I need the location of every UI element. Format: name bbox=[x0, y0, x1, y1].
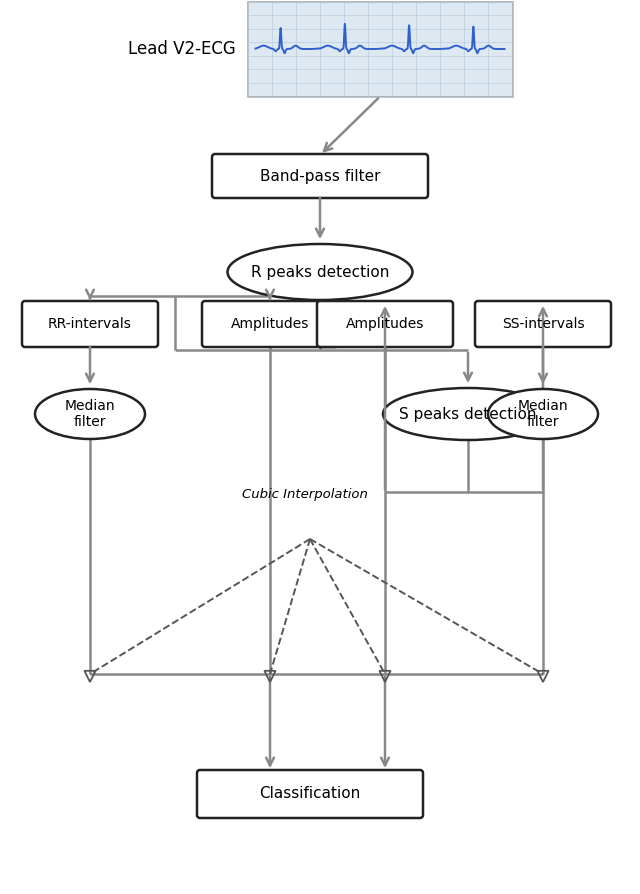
Text: Median
filter: Median filter bbox=[518, 399, 568, 429]
Text: S peaks detection: S peaks detection bbox=[399, 407, 537, 421]
Ellipse shape bbox=[227, 244, 413, 300]
Text: Amplitudes: Amplitudes bbox=[231, 317, 309, 331]
FancyBboxPatch shape bbox=[197, 770, 423, 818]
FancyBboxPatch shape bbox=[248, 2, 513, 97]
Text: Amplitudes: Amplitudes bbox=[346, 317, 424, 331]
Text: Classification: Classification bbox=[259, 787, 360, 802]
Text: Cubic Interpolation: Cubic Interpolation bbox=[242, 488, 368, 501]
Text: Lead V2-ECG: Lead V2-ECG bbox=[128, 40, 236, 58]
Text: SS-intervals: SS-intervals bbox=[502, 317, 584, 331]
Text: R peaks detection: R peaks detection bbox=[251, 265, 389, 280]
Text: Median
filter: Median filter bbox=[65, 399, 115, 429]
FancyBboxPatch shape bbox=[212, 154, 428, 198]
FancyBboxPatch shape bbox=[317, 301, 453, 347]
Ellipse shape bbox=[488, 389, 598, 439]
FancyBboxPatch shape bbox=[475, 301, 611, 347]
Ellipse shape bbox=[35, 389, 145, 439]
FancyBboxPatch shape bbox=[202, 301, 338, 347]
Text: RR-intervals: RR-intervals bbox=[48, 317, 132, 331]
Text: Band-pass filter: Band-pass filter bbox=[260, 168, 380, 183]
Ellipse shape bbox=[383, 388, 553, 440]
FancyBboxPatch shape bbox=[22, 301, 158, 347]
